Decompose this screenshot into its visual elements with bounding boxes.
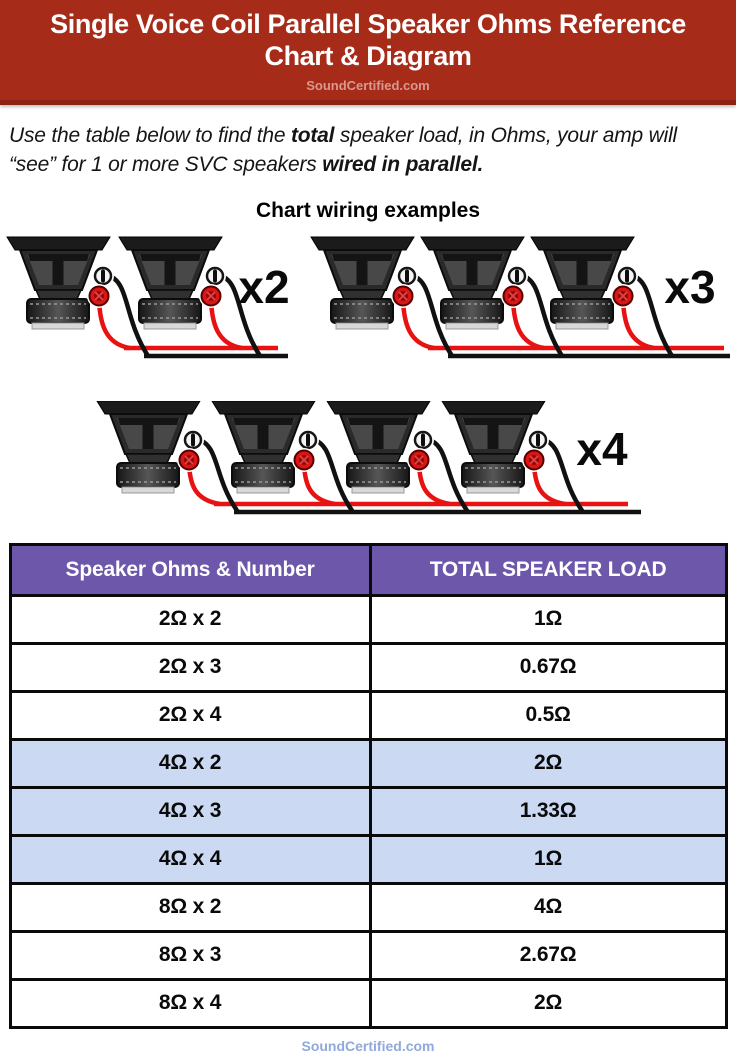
total-load-cell: 0.67Ω	[368, 641, 728, 693]
speaker-config-cell: 4Ω x 4	[8, 833, 372, 885]
speaker-terminals-icon	[609, 263, 640, 309]
speaker-terminals-icon	[389, 263, 420, 309]
total-load-cell: 2Ω	[368, 977, 728, 1029]
intro-part1: Use the table below to find the	[9, 123, 291, 147]
table-row: 8Ω x 4 2Ω	[8, 977, 728, 1029]
footer-site-name: SoundCertified.com	[301, 1037, 435, 1054]
wiring-examples-heading: Chart wiring examples	[255, 198, 481, 222]
speaker-config-cell: 2Ω x 2	[8, 593, 372, 645]
page-title-line2: Chart & Diagram	[264, 40, 472, 71]
speaker-config-cell: 4Ω x 3	[8, 785, 372, 837]
speaker-terminals-icon	[290, 427, 320, 473]
intro-bold-total: total	[290, 123, 335, 147]
table-row: 4Ω x 2 2Ω	[8, 737, 728, 789]
column-header-total-load: TOTAL SPEAKER LOAD	[368, 542, 728, 597]
speaker-config-cell: 2Ω x 3	[8, 641, 372, 693]
total-load-cell: 0.5Ω	[368, 689, 728, 741]
page-title: Single Voice Coil Parallel Speaker Ohms …	[6, 9, 730, 73]
table-header-row: Speaker Ohms & Number TOTAL SPEAKER LOAD	[8, 542, 728, 597]
page-title-line1: Single Voice Coil Parallel Speaker Ohms …	[50, 9, 686, 39]
diagram-label-x3: x3	[664, 261, 715, 313]
title-banner: Single Voice Coil Parallel Speaker Ohms …	[0, 0, 736, 105]
positive-wire	[620, 299, 655, 350]
total-load-cell: 1.33Ω	[368, 785, 728, 837]
positive-wire	[96, 299, 131, 350]
diagram-row-2: x4	[0, 400, 736, 526]
table-row: 4Ω x 3 1.33Ω	[8, 785, 728, 837]
table-row: 8Ω x 3 2.67Ω	[8, 929, 728, 981]
intro-part2: speaker load, in Ohms, your amp will “se…	[9, 123, 678, 176]
speaker-terminals-icon	[520, 427, 550, 473]
table-row: 2Ω x 3 0.67Ω	[8, 641, 728, 693]
total-load-cell: 4Ω	[368, 881, 728, 933]
wiring-diagram-x4: x4	[95, 400, 641, 514]
total-load-cell: 2.67Ω	[368, 929, 728, 981]
speaker-config-cell: 2Ω x 4	[8, 689, 372, 741]
column-header-speaker-config: Speaker Ohms & Number	[8, 542, 372, 597]
wiring-diagram-x3: x3	[310, 235, 730, 358]
positive-wire	[510, 299, 545, 350]
table-row: 2Ω x 4 0.5Ω	[8, 689, 728, 741]
intro-text: Use the table below to find the total sp…	[9, 122, 726, 180]
speaker-config-cell: 8Ω x 2	[8, 881, 372, 933]
wiring-diagram-x2: x2	[6, 235, 290, 358]
table-row: 4Ω x 4 1Ω	[8, 833, 728, 885]
speaker-terminals-icon	[405, 427, 435, 473]
speaker-config-cell: 8Ω x 3	[8, 929, 372, 981]
speaker-terminals-icon	[85, 263, 116, 309]
diagram-label-x2: x2	[238, 261, 289, 313]
positive-wire	[400, 299, 435, 350]
diagram-row-1: x2 x3	[0, 235, 736, 365]
speaker-config-cell: 4Ω x 2	[8, 737, 372, 789]
table-row: 8Ω x 2 4Ω	[8, 881, 728, 933]
positive-wire	[208, 299, 243, 350]
total-load-cell: 1Ω	[368, 593, 728, 645]
intro-bold-parallel: wired in parallel.	[322, 152, 484, 176]
ohms-reference-table: Speaker Ohms & Number TOTAL SPEAKER LOAD…	[8, 542, 728, 1029]
speaker-terminals-icon	[197, 263, 228, 309]
diagram-label-x4: x4	[576, 423, 628, 475]
banner-site-name: SoundCertified.com	[306, 77, 430, 93]
speaker-terminals-icon	[499, 263, 530, 309]
total-load-cell: 2Ω	[368, 737, 728, 789]
speaker-terminals-icon	[175, 427, 205, 473]
speaker-config-cell: 8Ω x 4	[8, 977, 372, 1029]
table-row: 2Ω x 2 1Ω	[8, 593, 728, 645]
total-load-cell: 1Ω	[368, 833, 728, 885]
